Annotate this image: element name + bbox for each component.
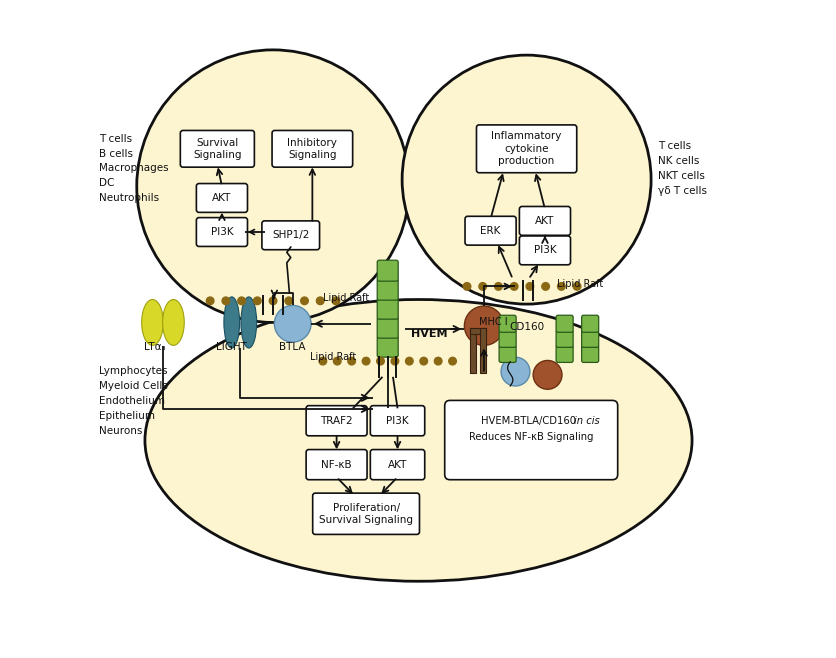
- Circle shape: [462, 282, 470, 290]
- FancyBboxPatch shape: [370, 406, 424, 436]
- Circle shape: [510, 282, 517, 290]
- Text: PI3K: PI3K: [385, 416, 408, 426]
- Circle shape: [332, 297, 339, 305]
- Circle shape: [478, 282, 486, 290]
- FancyBboxPatch shape: [272, 130, 352, 167]
- Text: Proliferation/
Survival Signaling: Proliferation/ Survival Signaling: [319, 503, 413, 525]
- FancyBboxPatch shape: [306, 406, 367, 436]
- Circle shape: [316, 297, 324, 305]
- Circle shape: [526, 282, 533, 290]
- Ellipse shape: [162, 299, 184, 345]
- Circle shape: [222, 297, 229, 305]
- FancyBboxPatch shape: [444, 401, 617, 480]
- FancyBboxPatch shape: [476, 125, 576, 173]
- FancyBboxPatch shape: [465, 216, 516, 245]
- FancyBboxPatch shape: [555, 330, 573, 347]
- Text: Survival
Signaling: Survival Signaling: [193, 138, 242, 160]
- Text: Lipid Raft: Lipid Raft: [323, 293, 370, 303]
- Bar: [469, 328, 475, 373]
- Circle shape: [333, 357, 340, 365]
- Circle shape: [206, 297, 214, 305]
- Circle shape: [269, 297, 277, 305]
- FancyBboxPatch shape: [519, 236, 570, 265]
- Ellipse shape: [241, 297, 257, 348]
- FancyBboxPatch shape: [377, 336, 398, 357]
- FancyBboxPatch shape: [313, 493, 419, 534]
- Circle shape: [348, 357, 355, 365]
- Text: ERK: ERK: [480, 226, 500, 236]
- Ellipse shape: [224, 297, 239, 348]
- Circle shape: [501, 357, 529, 386]
- FancyBboxPatch shape: [377, 317, 398, 338]
- Circle shape: [284, 297, 293, 305]
- FancyBboxPatch shape: [581, 330, 598, 347]
- FancyBboxPatch shape: [262, 221, 319, 250]
- Circle shape: [274, 305, 311, 342]
- Circle shape: [300, 297, 308, 305]
- Bar: [469, 328, 486, 334]
- FancyBboxPatch shape: [581, 345, 598, 363]
- Text: Reduces NF-κB Signaling: Reduces NF-κB Signaling: [468, 432, 593, 442]
- FancyBboxPatch shape: [581, 315, 598, 332]
- Circle shape: [362, 357, 370, 365]
- FancyBboxPatch shape: [555, 315, 573, 332]
- FancyBboxPatch shape: [180, 130, 254, 167]
- Circle shape: [405, 357, 413, 365]
- FancyBboxPatch shape: [196, 218, 247, 247]
- Circle shape: [557, 282, 564, 290]
- Text: LIGHT: LIGHT: [216, 342, 247, 352]
- Text: T cells
NK cells
NKT cells
γδ T cells: T cells NK cells NKT cells γδ T cells: [657, 141, 706, 195]
- FancyBboxPatch shape: [377, 279, 398, 300]
- FancyBboxPatch shape: [196, 184, 247, 213]
- Text: LTα₃: LTα₃: [144, 342, 165, 352]
- Circle shape: [390, 357, 398, 365]
- FancyBboxPatch shape: [498, 330, 516, 347]
- Text: Lipid Raft: Lipid Raft: [557, 279, 603, 289]
- Text: Inflammatory
cytokine
production: Inflammatory cytokine production: [491, 132, 561, 166]
- Circle shape: [420, 357, 427, 365]
- FancyBboxPatch shape: [498, 345, 516, 363]
- Ellipse shape: [141, 299, 163, 345]
- FancyBboxPatch shape: [519, 207, 570, 236]
- Bar: [480, 328, 486, 373]
- Circle shape: [448, 357, 456, 365]
- Text: AKT: AKT: [535, 216, 554, 226]
- Text: PI3K: PI3K: [211, 227, 233, 237]
- Text: HVEM-BTLA/CD160: HVEM-BTLA/CD160: [480, 416, 579, 426]
- FancyBboxPatch shape: [377, 260, 398, 281]
- Circle shape: [136, 50, 409, 322]
- Text: PI3K: PI3K: [533, 245, 556, 255]
- Text: BTLA: BTLA: [279, 342, 306, 352]
- Text: Lipid Raft: Lipid Raft: [310, 352, 356, 362]
- Text: TRAF2: TRAF2: [320, 416, 353, 426]
- FancyBboxPatch shape: [370, 449, 424, 480]
- Text: Inhibitory
Signaling: Inhibitory Signaling: [287, 138, 337, 160]
- Circle shape: [253, 297, 261, 305]
- Text: AKT: AKT: [212, 193, 232, 203]
- Text: MHC I: MHC I: [478, 317, 507, 328]
- Text: in cis: in cis: [573, 416, 599, 426]
- FancyBboxPatch shape: [306, 449, 367, 480]
- Text: T cells
B cells
Macrophages
DC
Neutrophils: T cells B cells Macrophages DC Neutrophi…: [99, 134, 168, 203]
- Circle shape: [319, 357, 326, 365]
- Circle shape: [434, 357, 441, 365]
- Circle shape: [573, 282, 580, 290]
- Circle shape: [533, 361, 561, 390]
- FancyBboxPatch shape: [555, 345, 573, 363]
- Text: AKT: AKT: [387, 460, 407, 470]
- Text: NF-κB: NF-κB: [321, 460, 351, 470]
- Text: HVEM: HVEM: [410, 329, 446, 340]
- Circle shape: [541, 282, 548, 290]
- Text: SHP1/2: SHP1/2: [272, 230, 309, 240]
- Text: CD160: CD160: [508, 322, 543, 332]
- FancyBboxPatch shape: [498, 315, 516, 332]
- Ellipse shape: [145, 299, 691, 581]
- Text: Lymphocytes
Myeloid Cells
Endothelium
Epithelium
Neurons: Lymphocytes Myeloid Cells Endothelium Ep…: [99, 367, 167, 436]
- Circle shape: [464, 306, 503, 345]
- Circle shape: [237, 297, 245, 305]
- Circle shape: [494, 282, 502, 290]
- FancyBboxPatch shape: [377, 298, 398, 319]
- Circle shape: [401, 55, 650, 304]
- Circle shape: [376, 357, 384, 365]
